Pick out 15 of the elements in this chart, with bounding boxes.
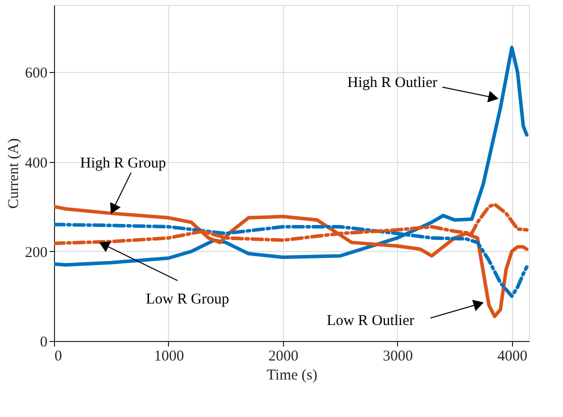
annotation: Low R Outlier xyxy=(326,313,414,330)
y-tick-label: 200 xyxy=(25,244,48,261)
y-tick-label: 0 xyxy=(40,334,48,350)
y-tick-label: 400 xyxy=(25,155,48,172)
annotation: High R Outlier xyxy=(347,75,438,92)
x-tick-label: 4000 xyxy=(497,348,528,364)
x-tick-label: 0 xyxy=(54,348,62,364)
x-axis-title: Time (s) xyxy=(266,368,318,384)
y-axis-title: Current (A) xyxy=(6,138,22,209)
x-tick-label: 2000 xyxy=(268,348,298,364)
x-tick-label: 3000 xyxy=(382,348,413,364)
y-tick-label: 600 xyxy=(25,66,48,82)
annotation: High R Group xyxy=(80,156,166,172)
annotation: Low R Group xyxy=(146,292,230,308)
x-tick-label: 1000 xyxy=(154,348,184,364)
